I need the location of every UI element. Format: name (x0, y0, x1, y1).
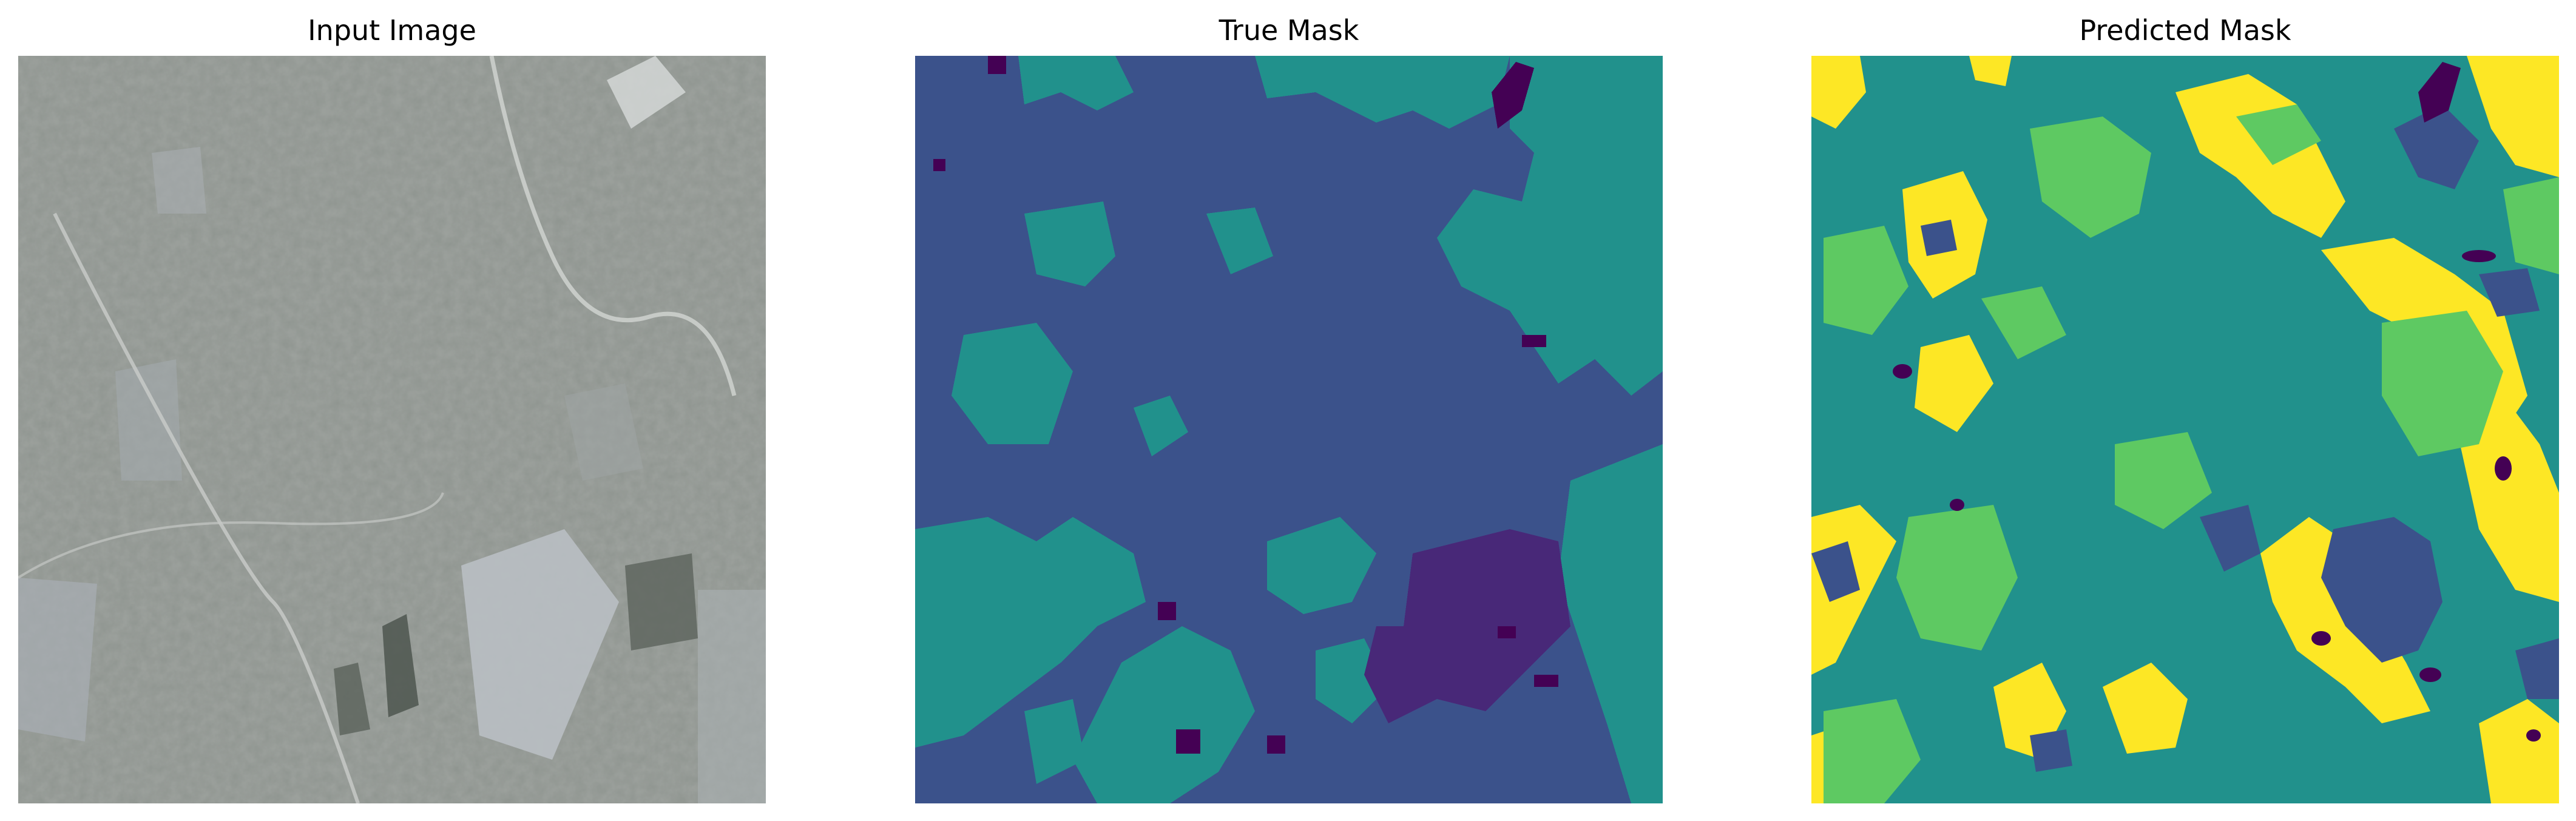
predicted-mask-panel: Predicted Mask (1811, 0, 2559, 821)
true-mask-panel: True Mask (915, 0, 1663, 821)
input-image-title: Input Image (308, 14, 476, 47)
input-image (18, 56, 766, 803)
predicted-mask-image (1811, 56, 2559, 803)
true-mask-image (915, 56, 1663, 803)
predicted-mask-title: Predicted Mask (2079, 14, 2291, 47)
true-mask-title: True Mask (1219, 14, 1359, 47)
input-image-panel: Input Image (18, 0, 766, 821)
